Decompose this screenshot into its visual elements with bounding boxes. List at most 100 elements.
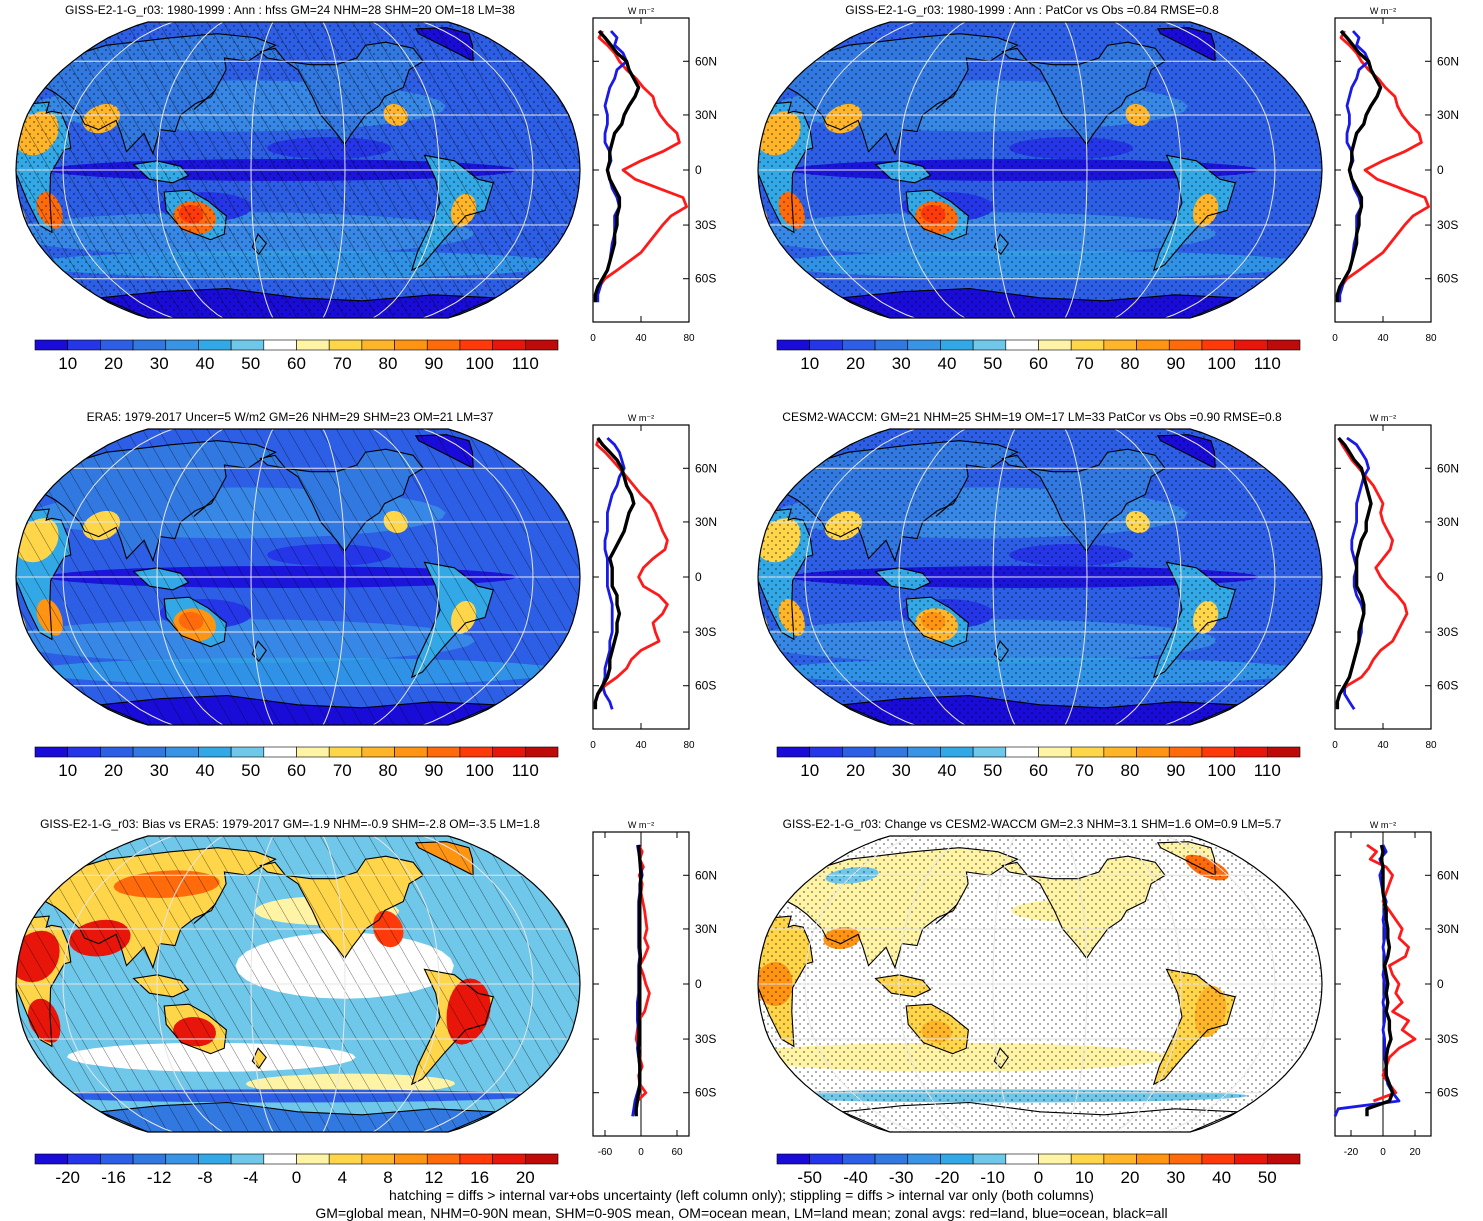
colorbar-swatch [198,746,232,758]
colorbar-tick-label: 0 [292,1168,301,1187]
colorbar-tick-label: 20 [846,354,865,373]
colorbar: -20 -16 -12 -8 -4 0 4 8 12 16 20 [34,1153,559,1187]
zonal-x-tick-label: 40 [1377,333,1389,344]
colorbar-tick-label: 90 [1166,354,1185,373]
colorbar-tick-label: 90 [1166,761,1185,780]
colorbar-tick-label: 4 [338,1168,347,1187]
colorbar-swatch [198,339,232,351]
colorbar-swatch [907,746,941,758]
colorbar-tick-label: 40 [196,354,215,373]
colorbar-swatch [426,339,461,351]
colorbar-tick-label: 50 [1258,1168,1277,1187]
colorbar-tick-label: 40 [938,354,957,373]
colorbar-tick-label: 8 [383,1168,392,1187]
zonal-y-tick-label: 60N [1437,461,1459,475]
zonal-y-tick-label: 30S [1437,625,1458,639]
colorbar-swatch [263,1153,297,1165]
colorbar-tick-label: 30 [150,354,169,373]
zonal-series-land [1366,843,1417,1103]
zonal-series-land [1339,30,1430,288]
zonal-y-tick-label: 60N [695,54,717,68]
panel-change-vs-cesm2: GISS-E2-1-G_r03: Change vs CESM2-WACCM G… [742,814,1482,1219]
colorbar-swatch [296,1153,330,1165]
panel-title: GISS-E2-1-G_r03: Change vs CESM2-WACCM G… [782,817,1282,831]
coastline [163,596,227,648]
zonal-y-tick-label: 30N [1437,108,1459,122]
meridian-line [1114,836,1182,1132]
colorbar-tick-label: 30 [150,761,169,780]
colorbar-swatch [67,746,101,758]
meridian-line [1164,429,1276,725]
colorbar-tick-label: 90 [424,354,443,373]
zonal-x-tick-label: 0 [590,333,596,344]
colorbar-swatch [1201,339,1235,351]
colorbar: 10 20 30 40 50 60 70 80 90 100 110 [34,339,559,373]
colorbar-swatch [1038,746,1072,758]
colorbar-tick-label: -20 [55,1168,80,1187]
coastline [414,841,474,877]
map-figure: 10 20 30 40 50 60 70 80 90 100 110 W m⁻² 0 40 80 60N 30N… [757,6,1459,373]
meridian-line [992,429,1016,725]
zonal-mean-plot: W m⁻² -20 0 20 60N 30N 0 30S 60S [1333,820,1459,1158]
meridian-line [1164,836,1276,1132]
map-outline [15,428,581,726]
colorbar-swatch [492,746,526,758]
colorbar-swatch [809,339,843,351]
zonal-x-tick-label: 80 [683,740,695,751]
meridian-line [804,22,916,318]
colorbar-tick-label: 110 [1254,761,1281,780]
coastline [769,847,1019,970]
colorbar-swatch [1005,339,1039,351]
panel-title: GISS-E2-1-G_r03: 1980-1999 : Ann : PatCo… [845,3,1219,17]
colorbar-swatch [842,746,876,758]
colorbar-tick-label: 12 [424,1168,443,1187]
colorbar-swatch [1201,746,1235,758]
colorbar-swatch [907,1153,941,1165]
colorbar-swatch [1168,746,1203,758]
colorbar-swatch [874,1153,909,1165]
zonal-unit-label: W m⁻² [628,820,654,830]
coastline [1152,968,1236,1086]
zonal-y-tick-label: 60S [695,272,716,286]
meridian-line [1164,22,1276,318]
colorbar-tick-label: 110 [1254,354,1281,373]
colorbar-swatch [296,746,330,758]
zonal-x-tick-label: 0 [1332,740,1338,751]
map-figure: 10 20 30 40 50 60 70 80 90 100 110 W m⁻² 0 40 80 60N 30N… [15,413,717,780]
meridian-line [422,429,534,725]
colorbar-swatch [328,1153,363,1165]
colorbar-tick-label: 100 [465,761,493,780]
colorbar-tick-label: 40 [196,761,215,780]
zonal-series-ocean [601,436,626,710]
map-figure: 10 20 30 40 50 60 70 80 90 100 110 W m⁻² 0 40 80 60N 30N… [757,413,1459,780]
colorbar-swatch [394,339,428,351]
zonal-y-tick-label: 0 [695,570,702,584]
map-field [758,836,1322,1132]
colorbar-swatch [34,1153,68,1165]
colorbar-tick-label: 0 [1034,1168,1043,1187]
colorbar-swatch [394,746,428,758]
colorbar-swatch [263,339,297,351]
zonal-x-tick-label: 80 [1425,740,1437,751]
meridian-line [992,22,1016,318]
zonal-unit-label: W m⁻² [1370,413,1396,423]
colorbar-swatch [1234,339,1268,351]
colorbar-swatch [1070,746,1105,758]
zonal-series-land [597,30,688,288]
coastline [16,915,72,1048]
colorbar-swatch [907,339,941,351]
map-field [16,22,580,318]
coastline [1152,154,1236,272]
colorbar-tick-label: 10 [58,761,77,780]
colorbar-swatch [1168,339,1203,351]
colorbar-swatch [940,746,974,758]
colorbar-tick-label: 60 [287,354,306,373]
zonal-series-all [1335,436,1373,710]
colorbar-tick-label: 20 [104,761,123,780]
zonal-unit-label: W m⁻² [1370,6,1396,16]
colorbar-swatch [459,746,493,758]
colorbar-swatch [1005,1153,1039,1165]
colorbar-swatch [198,1153,232,1165]
colorbar-swatch [67,339,101,351]
colorbar-swatch [1103,339,1137,351]
